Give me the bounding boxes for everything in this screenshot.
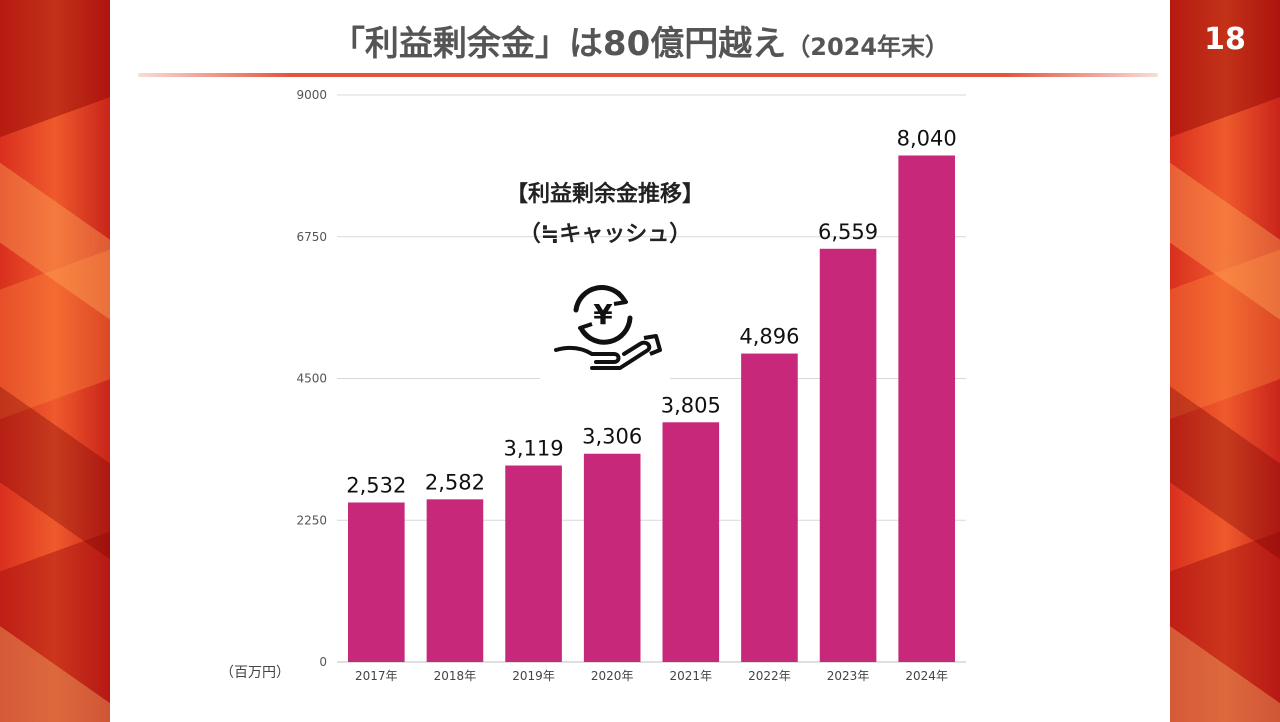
bar (426, 499, 484, 662)
x-tick-label: 2017年 (355, 669, 398, 683)
bar-value-label: 3,306 (582, 425, 642, 449)
bar (819, 248, 877, 662)
bar-value-label: 6,559 (818, 220, 878, 244)
bar (583, 453, 641, 662)
x-tick-label: 2020年 (591, 669, 634, 683)
bar-value-label: 8,040 (897, 126, 957, 150)
page-title-subtitle: （2024年末） (786, 33, 950, 61)
bar-value-label: 3,805 (661, 393, 721, 417)
bar-value-label: 3,119 (504, 437, 564, 461)
x-tick-label: 2022年 (748, 669, 791, 683)
y-tick-label: 4500 (296, 372, 327, 386)
bar (898, 155, 955, 663)
decorative-left-panel (0, 0, 110, 722)
y-tick-label: 2250 (296, 513, 327, 527)
page-number: 18 (1204, 22, 1246, 57)
page-title-main: 「利益剰余金」は80億円越え (330, 24, 787, 64)
bar (662, 422, 720, 662)
title-underline (138, 73, 1158, 77)
annotation-subtitle: （≒キャッシュ） (518, 222, 692, 247)
bar (348, 502, 405, 662)
y-tick-label: 9000 (296, 88, 327, 102)
annotation-title: 【利益剰余金推移】 (505, 182, 704, 207)
x-tick-label: 2018年 (434, 669, 477, 683)
svg-text:¥: ¥ (593, 298, 613, 331)
x-tick-label: 2023年 (827, 669, 870, 683)
yen-hand-icon: ¥ (540, 280, 670, 380)
page-title: 「利益剰余金」は80億円越え（2024年末） (110, 16, 1170, 65)
unit-label: （百万円） (220, 665, 290, 681)
bar (505, 465, 562, 662)
bar-value-label: 2,532 (346, 473, 406, 497)
y-tick-label: 0 (319, 655, 327, 669)
bar (741, 353, 798, 662)
bar-value-label: 2,582 (425, 470, 485, 494)
bar-value-label: 4,896 (739, 325, 799, 349)
y-tick-label: 6750 (296, 230, 327, 244)
x-tick-label: 2019年 (512, 669, 555, 683)
x-tick-label: 2021年 (670, 669, 713, 683)
decorative-right-panel (1170, 0, 1280, 722)
x-tick-label: 2024年 (905, 669, 948, 683)
